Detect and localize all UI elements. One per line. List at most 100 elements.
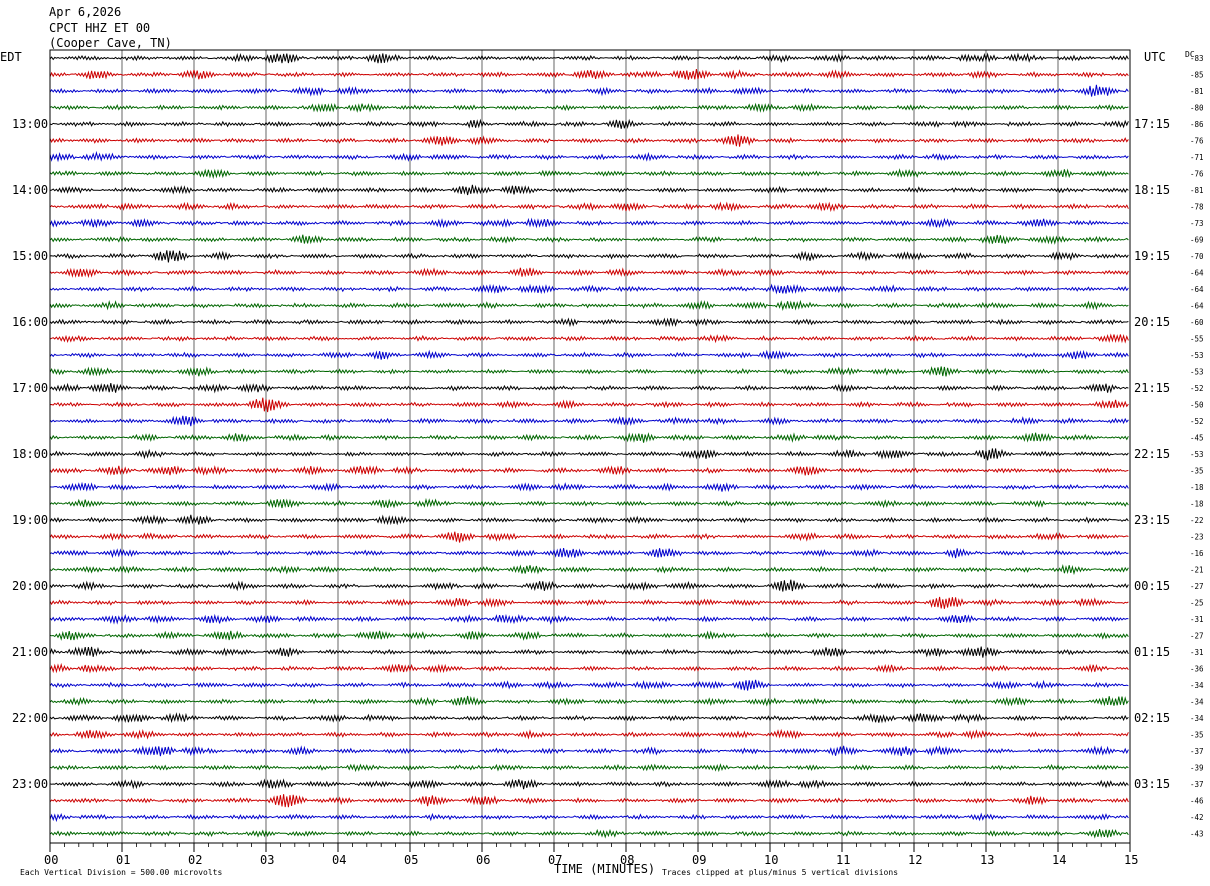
trace-line <box>49 662 1129 674</box>
trace-line <box>49 299 1129 312</box>
x-tick-label: 04 <box>332 853 346 867</box>
trace-line <box>49 579 1129 592</box>
right-hour-label: 22:15 <box>1134 447 1170 461</box>
trace-line <box>49 794 1129 808</box>
x-tick-label: 13 <box>980 853 994 867</box>
dc-offset-label: -27 <box>1190 582 1204 591</box>
x-tick-label: 07 <box>548 853 562 867</box>
dc-offset-label: -71 <box>1190 153 1204 162</box>
trace-line <box>49 69 1129 80</box>
trace-line <box>49 695 1129 707</box>
seismic-traces <box>49 52 1129 839</box>
dc-offset-label: -43 <box>1190 830 1204 839</box>
trace-line <box>49 317 1129 328</box>
x-tick-label: 08 <box>620 853 634 867</box>
dc-offset-label: -23 <box>1190 533 1204 542</box>
right-hour-label: 01:15 <box>1134 645 1170 659</box>
left-hour-label: 13:00 <box>12 117 48 131</box>
dc-offset-label: -55 <box>1190 335 1204 344</box>
trace-line <box>49 397 1129 413</box>
dc-offset-label: -37 <box>1190 780 1204 789</box>
dc-offset-label: -86 <box>1190 120 1204 129</box>
trace-line <box>49 134 1129 147</box>
trace-line <box>49 712 1129 724</box>
dc-offset-label: -73 <box>1190 219 1204 228</box>
x-tick-label: 14 <box>1052 853 1066 867</box>
dc-offset-label: -35 <box>1190 731 1204 740</box>
dc-offset-label: -64 <box>1190 269 1204 278</box>
header-station: CPCT HHZ ET 00 <box>49 21 151 35</box>
x-tick-label: 09 <box>692 853 706 867</box>
trace-line <box>49 514 1129 526</box>
right-timezone-label: UTC <box>1144 50 1166 64</box>
trace-line <box>49 465 1129 476</box>
trace-line <box>49 168 1129 180</box>
trace-line <box>49 778 1129 790</box>
dc-offset-label: -34 <box>1190 698 1204 707</box>
trace-line <box>49 267 1129 279</box>
dc-offset-label: -45 <box>1190 434 1204 443</box>
trace-line <box>49 283 1129 295</box>
trace-line <box>49 250 1129 263</box>
left-hour-label: 15:00 <box>12 249 48 263</box>
trace-line <box>49 728 1129 740</box>
dc-offset-label: -25 <box>1190 599 1204 608</box>
dc-offset-label: -50 <box>1190 401 1204 410</box>
dc-offset-label: -80 <box>1190 104 1204 113</box>
dc-offset-label: -53 <box>1190 450 1204 459</box>
x-tick-label: 01 <box>116 853 130 867</box>
dc-offset-label: -60 <box>1190 318 1204 327</box>
left-timezone-label: EDT <box>0 50 22 64</box>
dc-offset-label: -31 <box>1190 648 1204 657</box>
dc-offset-label: -81 <box>1190 87 1204 96</box>
right-hour-label: 18:15 <box>1134 183 1170 197</box>
dc-offset-label: -83 <box>1190 54 1204 63</box>
axis-labels: 00 01 02 03 04 05 06 07 08 09 10 11 12 13 14 15 -83 -85 -8… <box>12 54 1204 867</box>
right-hour-label: 20:15 <box>1134 315 1170 329</box>
x-tick-label: 02 <box>188 853 202 867</box>
trace-line <box>49 84 1129 97</box>
x-tick-label: 06 <box>476 853 490 867</box>
dc-offset-label: -46 <box>1190 797 1204 806</box>
right-hour-label: 03:15 <box>1134 777 1170 791</box>
dc-offset-label: -16 <box>1190 549 1204 558</box>
x-tick-label: 05 <box>404 853 418 867</box>
trace-line <box>49 217 1129 229</box>
trace-line <box>49 481 1129 492</box>
trace-line <box>49 118 1129 129</box>
x-axis-title: TIME (MINUTES) <box>554 862 655 876</box>
x-tick-label: 11 <box>836 853 850 867</box>
x-tick-label: 15 <box>1124 853 1138 867</box>
dc-offset-label: -64 <box>1190 285 1204 294</box>
dc-offset-label: -36 <box>1190 665 1204 674</box>
left-hour-label: 17:00 <box>12 381 48 395</box>
trace-line <box>49 812 1129 823</box>
dc-offset-label: -39 <box>1190 764 1204 773</box>
dc-offset-label: -35 <box>1190 467 1204 476</box>
trace-line <box>49 596 1129 609</box>
left-hour-label: 18:00 <box>12 447 48 461</box>
trace-line <box>49 448 1129 461</box>
trace-line <box>49 382 1129 394</box>
trace-line <box>49 763 1129 773</box>
trace-line <box>49 630 1129 641</box>
right-hour-label: 23:15 <box>1134 513 1170 527</box>
dc-offset-label: -27 <box>1190 632 1204 641</box>
dc-offset-label: -69 <box>1190 236 1204 245</box>
right-hour-label: 19:15 <box>1134 249 1170 263</box>
trace-line <box>49 432 1129 443</box>
trace-line <box>49 548 1129 559</box>
trace-line <box>49 745 1129 757</box>
trace-line <box>49 563 1129 576</box>
trace-line <box>49 531 1129 543</box>
dc-offset-label: -76 <box>1190 170 1204 179</box>
trace-line <box>49 201 1129 213</box>
dc-offset-label: -22 <box>1190 516 1204 525</box>
dc-offset-label: -76 <box>1190 137 1204 146</box>
trace-line <box>49 613 1129 625</box>
left-hour-label: 16:00 <box>12 315 48 329</box>
left-hour-label: 19:00 <box>12 513 48 527</box>
trace-line <box>49 497 1129 509</box>
scale-note: Each Vertical Division = 500.00 microvol… <box>20 868 222 877</box>
trace-line <box>49 415 1129 427</box>
